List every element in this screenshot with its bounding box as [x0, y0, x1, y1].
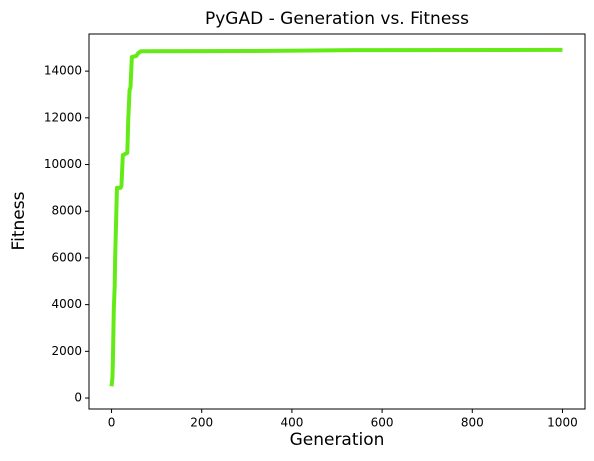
- x-tick-label: 800: [461, 416, 484, 430]
- y-tick-label: 2000: [51, 344, 82, 358]
- y-tick-label: 4000: [51, 297, 82, 311]
- x-tick-label: 200: [190, 416, 213, 430]
- x-axis-label: Generation: [290, 430, 385, 450]
- y-tick-label: 10000: [44, 157, 82, 171]
- line: [109, 47, 563, 387]
- y-axis-label: Fitness: [9, 191, 29, 250]
- plot-frame: [88, 33, 586, 410]
- chart-title: PyGAD - Generation vs. Fitness: [205, 9, 469, 29]
- y-tick-label: 8000: [51, 204, 82, 218]
- x-tick-label: 0: [108, 416, 116, 430]
- y-tick-label: 14000: [44, 64, 82, 78]
- x-tick-label: 600: [371, 416, 394, 430]
- x-tick-label: 400: [280, 416, 303, 430]
- y-tick-label: 12000: [44, 110, 82, 124]
- x-tick-label: 1000: [547, 416, 578, 430]
- y-tick-label: 6000: [51, 250, 82, 264]
- y-tick-label: 0: [74, 391, 82, 405]
